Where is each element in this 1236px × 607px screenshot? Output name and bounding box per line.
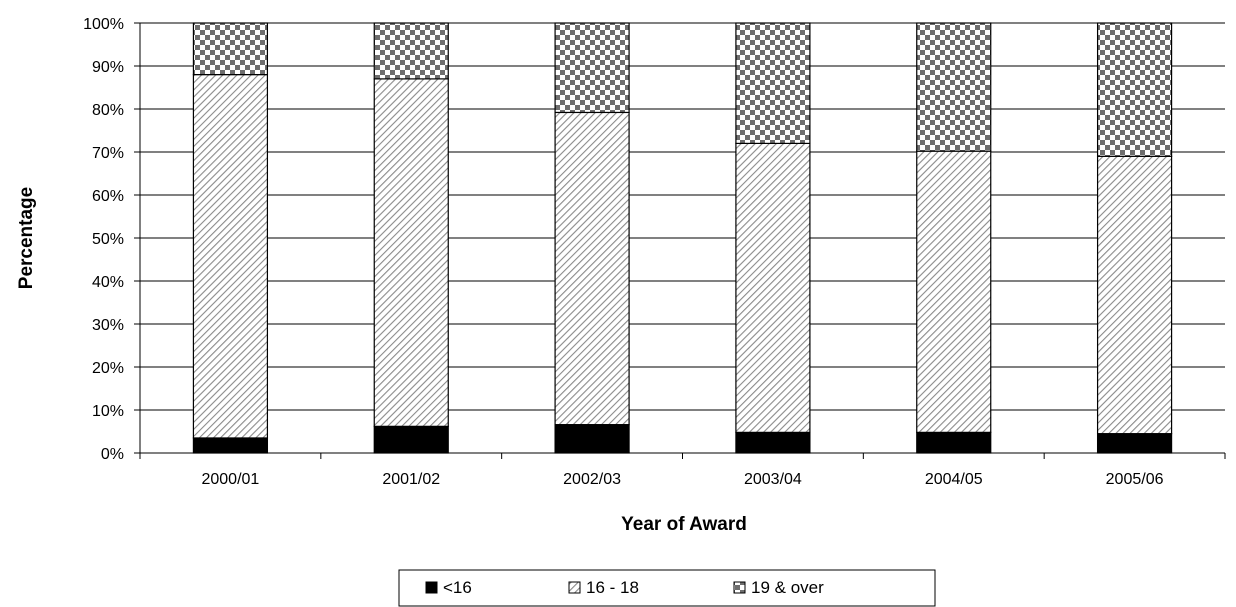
- x-tick-label: 2001/02: [382, 471, 440, 488]
- y-tick-label: 60%: [92, 188, 124, 205]
- y-tick-label: 40%: [92, 274, 124, 291]
- legend-box: [398, 569, 936, 607]
- x-tick-label: 2000/01: [201, 471, 259, 488]
- bar-segment: [554, 111, 630, 426]
- y-axis-title: Percentage: [16, 187, 37, 289]
- bar-segment: [1096, 22, 1173, 157]
- bar-segment: [916, 22, 992, 152]
- bar-segment: [735, 22, 811, 145]
- bar-segment: [373, 78, 449, 427]
- bar-segment: [192, 22, 269, 76]
- x-tick-label: 2005/06: [1106, 471, 1164, 488]
- x-tick-label: 2003/04: [744, 471, 802, 488]
- legend-label: 16 - 18: [586, 578, 639, 597]
- bar-segment: [373, 22, 449, 80]
- legend-swatch: [568, 581, 581, 594]
- x-tick-labels: 2000/01 2001/02 2002/03 2003/04 2004/05 2005/…: [201, 471, 1163, 488]
- x-tick-label: 2004/05: [925, 471, 983, 488]
- y-tick-labels: 0% 10% 20% 30% 40% 50% 60% 70% 80% 90% 100%: [83, 16, 124, 463]
- y-tick-label: 10%: [92, 403, 124, 420]
- bar-segment: [192, 73, 269, 439]
- x-axis-title: Year of Award: [621, 514, 747, 535]
- y-tick-label: 90%: [92, 59, 124, 76]
- y-tick-label: 30%: [92, 317, 124, 334]
- bar-segment: [1096, 155, 1173, 435]
- legend-swatch: [425, 581, 438, 594]
- legend-swatch: [733, 581, 746, 594]
- y-tick-label: 80%: [92, 102, 124, 119]
- bar-segment: [192, 437, 269, 454]
- legend: <16 16 - 18 19 & over: [398, 569, 936, 607]
- axes: [134, 22, 1226, 459]
- y-tick-label: 70%: [92, 145, 124, 162]
- bar-segment: [735, 431, 811, 454]
- bars: [192, 22, 1173, 454]
- gridlines: [140, 22, 1225, 411]
- legend-label: <16: [443, 578, 472, 597]
- x-tick-label: 2002/03: [563, 471, 621, 488]
- bar-segment: [916, 150, 992, 433]
- y-tick-label: 20%: [92, 360, 124, 377]
- bar-segment: [735, 142, 811, 433]
- y-tick-label: 50%: [92, 231, 124, 248]
- bar-segment: [554, 22, 630, 114]
- bar-segment: [916, 431, 992, 454]
- bar-segment: [1096, 433, 1173, 454]
- bar-segment: [373, 425, 449, 454]
- y-tick-label: 100%: [83, 16, 124, 33]
- y-tick-label: 0%: [101, 446, 124, 463]
- legend-label: 19 & over: [751, 578, 824, 597]
- bar-segment: [554, 424, 630, 454]
